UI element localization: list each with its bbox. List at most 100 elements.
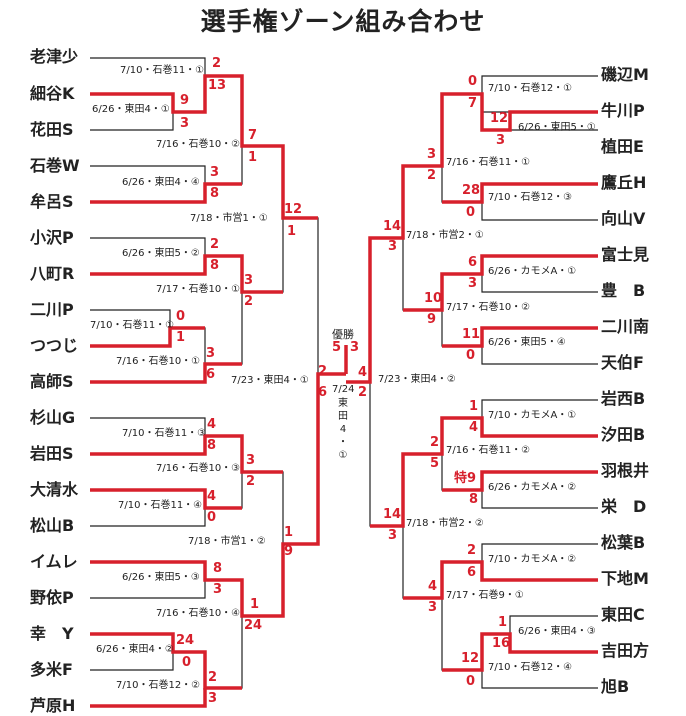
score: 6 [467, 565, 477, 580]
score: 16 [492, 636, 511, 651]
score: 24 [244, 618, 263, 633]
game-info: 6/26・東田5・② [122, 248, 200, 259]
score: 9 [284, 544, 294, 559]
score: 2 [318, 364, 328, 379]
game-info: 6/26・東田5・③ [122, 572, 200, 583]
game-info: 7/17・石巻9・① [446, 590, 524, 601]
score: 2 [212, 56, 222, 71]
score: 1 [469, 399, 479, 414]
score: 3 [427, 147, 437, 162]
game-info: 7/16・石巻11・① [446, 157, 531, 168]
game-info: 7/10・石巻11・③ [122, 428, 207, 439]
score: 1 [498, 615, 508, 630]
team-name: 石巻W [30, 156, 80, 175]
winner-path [346, 92, 598, 384]
game-info: 7/10・石巻11・① [90, 320, 175, 331]
score: 3 [206, 346, 216, 361]
game-info: 6/26・東田5・④ [488, 337, 566, 348]
score: 特9 [454, 471, 477, 486]
game-info: 7/10・石巻11・① [120, 65, 205, 76]
team-name: 天伯F [601, 353, 644, 372]
team-name: 二川P [30, 300, 74, 319]
team-name: 東田C [601, 605, 645, 624]
team-name: 豊 B [601, 281, 646, 300]
score: 6 [468, 255, 478, 270]
final-venue: 東 田 4 ・ ① [336, 397, 350, 462]
score: 12 [490, 111, 509, 126]
score: 11 [462, 327, 481, 342]
final-score-right: 3 [350, 340, 360, 355]
team-name: 植田E [601, 137, 644, 156]
team-name: 鷹丘H [601, 173, 647, 192]
score: 7 [468, 96, 478, 111]
final-venue-char: 4 [339, 424, 347, 435]
game-info: 6/26・東田4・① [92, 104, 170, 115]
score: 10 [424, 291, 443, 306]
team-name: イムレ [30, 552, 78, 571]
score: 8 [210, 258, 220, 273]
score: 24 [176, 633, 195, 648]
score: 0 [468, 74, 478, 89]
score: 3 [180, 116, 190, 131]
team-name: 高師S [30, 372, 74, 391]
score: 4 [207, 489, 217, 504]
team-name: 松葉B [601, 533, 646, 552]
final-venue-char: ・ [338, 437, 348, 448]
team-name: 花田S [30, 120, 74, 139]
team-name: 汐田B [601, 425, 646, 444]
team-name: 旭B [601, 677, 630, 696]
game-info: 7/17・石巻10・② [446, 302, 531, 313]
game-info: 7/10・カモメA・① [488, 410, 577, 421]
bracket-line [481, 490, 598, 509]
game-info: 7/10・カモメA・② [488, 554, 577, 565]
team-name: 小沢P [30, 228, 74, 247]
score: 1 [248, 150, 258, 165]
team-name: 八町R [30, 264, 75, 283]
score: 28 [462, 183, 481, 198]
score: 1 [287, 224, 297, 239]
score: 2 [244, 294, 254, 309]
winner-path [90, 488, 242, 510]
game-info: 6/26・東田4・④ [122, 177, 200, 188]
game-info: 6/26・東田5・① [518, 122, 596, 133]
game-info: 7/10・石巻12・② [116, 680, 201, 691]
team-name: 幸 Y [30, 624, 74, 643]
score: 14 [383, 507, 402, 522]
bracket-line [481, 94, 510, 113]
team-name: 大清水 [30, 480, 79, 499]
score: 9 [427, 312, 437, 327]
score: 3 [210, 165, 220, 180]
winner-path [90, 372, 346, 618]
team-name: 吉田方 [601, 641, 650, 660]
game-info: 7/18・市営2・② [406, 518, 484, 529]
score: 2 [208, 670, 218, 685]
winner-path [90, 182, 242, 204]
game-info: 7/16・石巻10・③ [156, 463, 241, 474]
team-name: 老津少 [30, 47, 79, 66]
score: 2 [210, 237, 220, 252]
team-name: 向山V [601, 209, 646, 228]
page-title: 選手権ゾーン組み合わせ [200, 7, 486, 36]
bracket-line [90, 374, 319, 545]
winner-path [442, 182, 598, 204]
score: 0 [207, 510, 217, 525]
winner-path [403, 560, 598, 600]
score: 2 [246, 474, 256, 489]
game-info: 6/26・東田4・② [96, 644, 174, 655]
bracket-line [481, 274, 598, 293]
score: 4 [358, 365, 368, 380]
final-venue-char: 田 [338, 411, 348, 422]
score: 1 [176, 330, 186, 345]
score: 8 [469, 492, 479, 507]
final-score-left: 5 [332, 340, 342, 355]
score: 14 [383, 219, 402, 234]
score: 3 [213, 582, 223, 597]
score: 1 [250, 597, 260, 612]
bracket-line [369, 165, 442, 382]
final-venue-char: ① [338, 450, 348, 461]
game-info: 7/10・石巻12・① [488, 83, 573, 94]
score: 8 [210, 186, 220, 201]
team-name: 牛川P [601, 101, 645, 120]
score: 8 [207, 438, 217, 453]
